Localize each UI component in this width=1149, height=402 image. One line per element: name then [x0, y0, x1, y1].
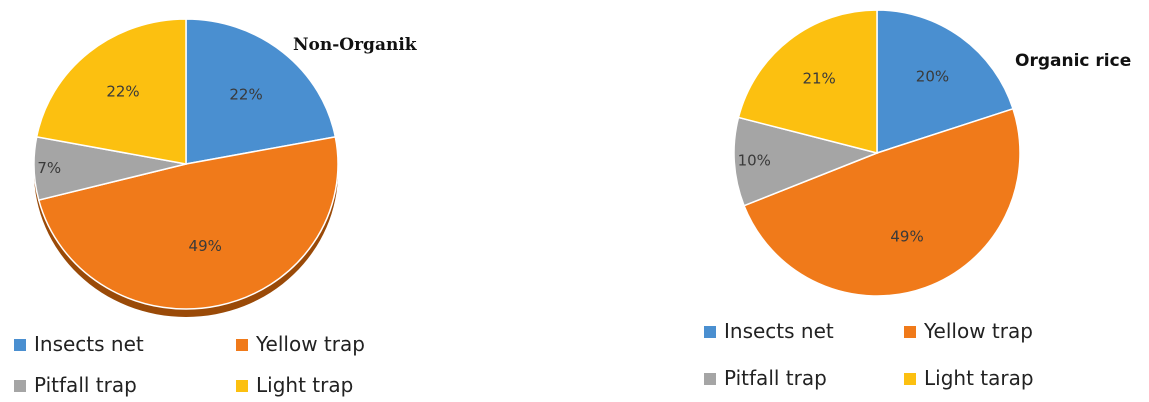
legend-item-yellow-trap: Yellow trap — [904, 319, 1033, 343]
pie-slice-insects-net — [876, 9, 1014, 155]
slice-label-pitfall-trap: 7% — [37, 159, 61, 177]
legend-item-light-tarap: Light tarap — [904, 366, 1034, 390]
pie-slice-light-trap — [35, 18, 187, 165]
legend-label-pitfall-trap: Pitfall trap — [34, 373, 137, 397]
legend-item-pitfall-trap: Pitfall trap — [704, 366, 827, 390]
legend-item-light-trap: Light trap — [236, 373, 353, 397]
legend-label-yellow-trap: Yellow trap — [255, 332, 365, 356]
pie-slice-light-tarap — [737, 9, 878, 154]
slice-label-pitfall-trap: 10% — [738, 152, 771, 170]
pie-slice-yellow-trap — [743, 107, 1021, 297]
legend-label-insects-net: Insects net — [34, 332, 144, 356]
slice-label-yellow-trap: 49% — [189, 237, 222, 255]
legend-label-pitfall-trap: Pitfall trap — [724, 366, 827, 390]
legend-swatch-pitfall-trap — [704, 373, 716, 385]
pie-slice-yellow-trap — [37, 135, 339, 310]
chart-title-organic-rice: Organic rice — [1015, 51, 1131, 71]
legend-swatch-insects-net — [14, 339, 26, 351]
pie-chart-organic-rice: 20% 49% 10% 21% — [733, 9, 1021, 297]
legend-label-insects-net: Insects net — [724, 319, 834, 343]
slice-label-yellow-trap: 49% — [890, 227, 923, 245]
legend-swatch-pitfall-trap — [14, 380, 26, 392]
legend-swatch-insects-net — [704, 326, 716, 338]
legend-label-light-trap: Light trap — [256, 373, 353, 397]
pie-slice-pitfall-trap — [733, 116, 880, 207]
legend-swatch-yellow-trap — [236, 339, 248, 351]
chart-title-non-organik: Non-Organik — [293, 35, 418, 55]
legend-swatch-yellow-trap — [904, 326, 916, 338]
legend-non-organik: Insects net Yellow trap Pitfall trap Light … — [14, 332, 365, 397]
legend-label-yellow-trap: Yellow trap — [923, 319, 1033, 343]
legend-item-insects-net: Insects net — [704, 319, 834, 343]
pie-chart-non-organik: 22% 49% 7% 22% — [33, 18, 339, 317]
legend-swatch-light-tarap — [904, 373, 916, 385]
slice-label-insects-net: 22% — [229, 86, 262, 104]
legend-label-light-tarap: Light tarap — [924, 366, 1034, 390]
legend-organic-rice: Insects net Yellow trap Pitfall trap Light … — [704, 319, 1034, 390]
legend-item-insects-net: Insects net — [14, 332, 144, 356]
legend-item-pitfall-trap: Pitfall trap — [14, 373, 137, 397]
legend-swatch-light-trap — [236, 380, 248, 392]
legend-item-yellow-trap: Yellow trap — [236, 332, 365, 356]
slice-label-light-trap: 22% — [106, 82, 139, 100]
slice-label-insects-net: 20% — [916, 68, 949, 86]
pie-slice-insects-net — [185, 18, 337, 165]
slice-label-light-tarap: 21% — [802, 69, 835, 87]
